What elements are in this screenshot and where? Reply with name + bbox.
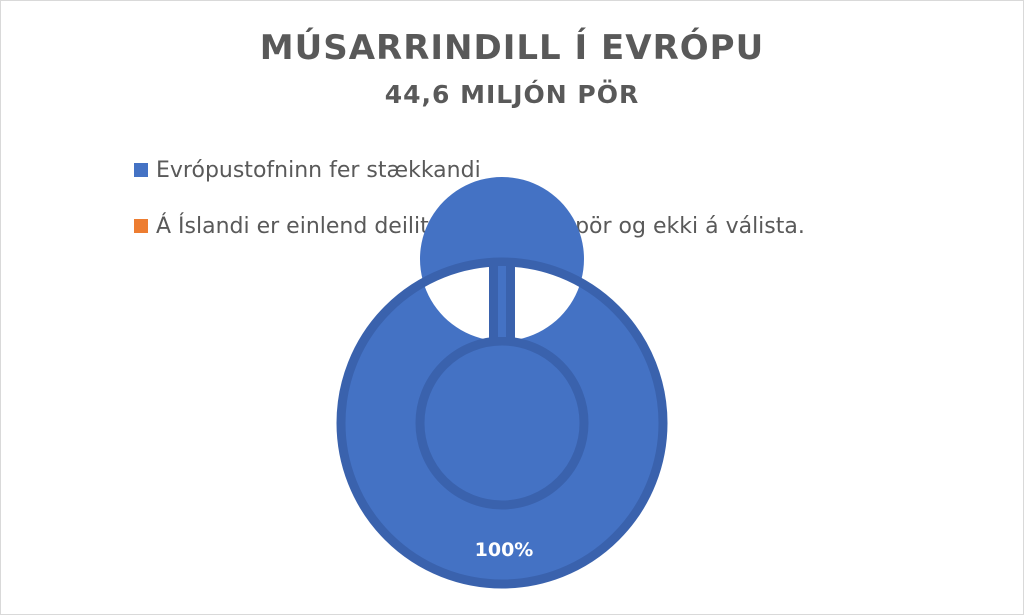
chart-subtitle: 44,6 MILJÓN PÖR (384, 80, 640, 109)
legend-swatch-iceland (134, 219, 148, 233)
legend-swatch-europe (134, 163, 148, 177)
chart-title: MÚSARRINDILL Í EVRÓPU (259, 28, 765, 68)
data-label-europe: 100% (475, 539, 534, 561)
legend-item-europe: Evrópustofninn fer stækkandi (134, 142, 805, 198)
data-label-iceland: 0% (522, 274, 554, 296)
legend-label-europe: Evrópustofninn fer stækkandi (156, 157, 481, 183)
donut-slice-europe (340, 177, 663, 584)
donut-slice-boundary-fill (498, 266, 506, 337)
